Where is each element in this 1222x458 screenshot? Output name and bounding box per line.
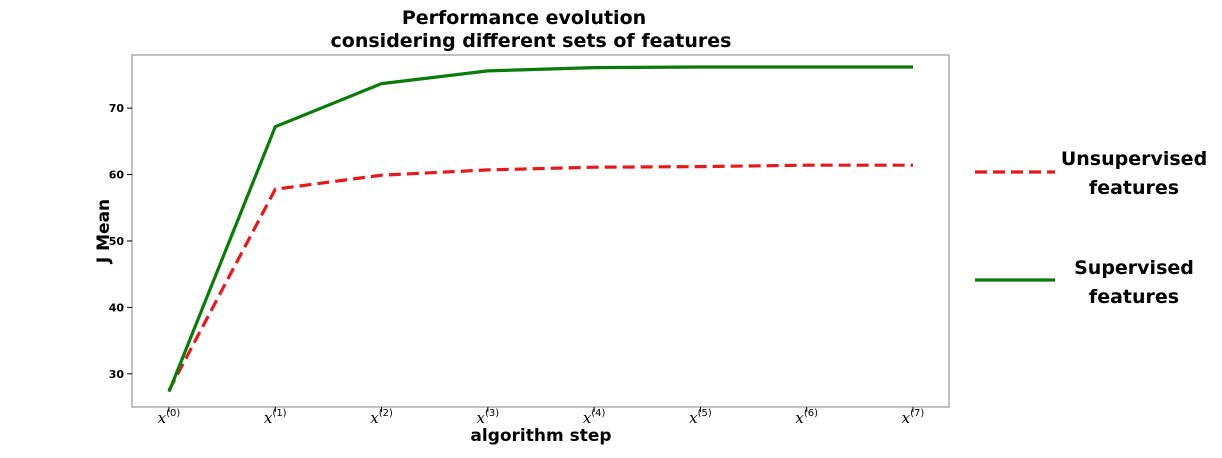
x-axis-label: algorithm step (470, 426, 611, 446)
x-axis-ticks: x(0) x(1) x(2) x(3) x(4) x(5) x(6) x(7) (158, 407, 925, 427)
x-tick-label: x(4) (583, 408, 606, 427)
y-tick-label: 40 (109, 301, 125, 314)
chart-title: Performance evolution considering differ… (331, 7, 732, 52)
y-tick-label: 50 (109, 235, 125, 248)
legend-label: Supervised (1074, 257, 1194, 279)
legend-label: features (1089, 286, 1179, 308)
legend: Unsupervised features Supervised features (975, 148, 1207, 308)
series-line-supervised (167, 65, 913, 393)
plot-frame (131, 54, 950, 408)
series-layer (167, 65, 913, 393)
chart-title-line-2: considering different sets of features (331, 30, 732, 52)
chart-title-line-1: Performance evolution (402, 7, 646, 29)
x-tick-label: x(6) (795, 408, 818, 427)
y-tick-label: 70 (109, 102, 125, 115)
y-axis-label: J Mean (94, 199, 114, 264)
y-tick-label: 60 (109, 169, 125, 182)
x-tick-label: x(2) (370, 408, 393, 427)
x-tick-label: x(1) (264, 408, 287, 427)
y-tick-label: 30 (109, 368, 125, 381)
y-axis-ticks: 30 40 50 60 70 (109, 102, 132, 381)
legend-label: Unsupervised (1061, 148, 1207, 170)
x-tick-label: x(3) (477, 408, 500, 427)
x-tick-label: x(0) (158, 408, 181, 427)
x-tick-label: x(5) (689, 408, 712, 427)
legend-label: features (1089, 177, 1179, 199)
series-line-unsupervised (167, 163, 913, 392)
x-tick-label: x(7) (902, 408, 925, 427)
